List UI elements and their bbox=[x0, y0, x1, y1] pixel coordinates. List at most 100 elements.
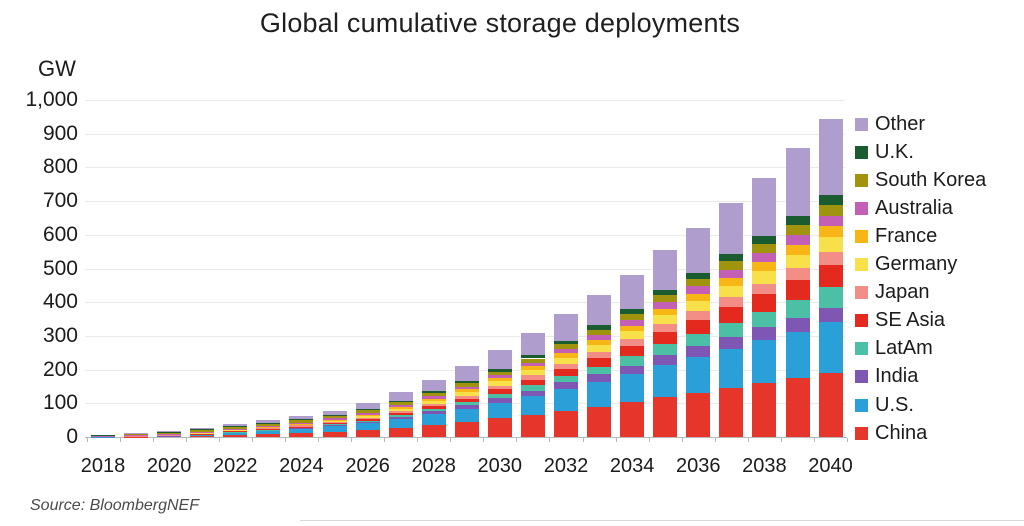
legend-item-germany: Germany bbox=[855, 253, 957, 277]
legend-label: U.S. bbox=[875, 393, 914, 416]
gridline-300 bbox=[85, 335, 845, 337]
segment-u-s bbox=[620, 373, 645, 403]
legend-swatch bbox=[855, 426, 868, 440]
segment-u-s bbox=[520, 395, 545, 415]
legend-swatch bbox=[855, 229, 868, 243]
segment-france bbox=[520, 366, 545, 370]
segment-australia bbox=[190, 431, 215, 433]
segment-china bbox=[289, 432, 314, 437]
gridline-700 bbox=[85, 201, 845, 203]
segment-germany bbox=[454, 391, 479, 396]
segment-se-asia bbox=[785, 279, 810, 300]
segment-se-asia bbox=[554, 368, 578, 376]
legend-item-france: France bbox=[855, 224, 937, 248]
legend-item-australia: Australia bbox=[855, 196, 953, 220]
x-axis-tick bbox=[119, 438, 121, 442]
x-axis-tick bbox=[681, 438, 683, 442]
segment-se-asia bbox=[322, 423, 347, 425]
bar-2031 bbox=[520, 332, 545, 437]
segment-south-korea bbox=[91, 434, 115, 436]
segment-u-k bbox=[785, 216, 810, 225]
legend-label: China bbox=[875, 421, 928, 444]
segment-india bbox=[256, 429, 281, 431]
x-tick-label-2030: 2030 bbox=[477, 455, 523, 477]
legend-swatch bbox=[855, 117, 868, 131]
segment-other bbox=[785, 147, 810, 217]
segment-other bbox=[355, 403, 380, 409]
bar-2028 bbox=[421, 379, 446, 437]
segment-u-k bbox=[719, 254, 744, 262]
segment-latam bbox=[818, 287, 843, 309]
segment-germany bbox=[818, 237, 843, 252]
segment-latam bbox=[520, 385, 545, 391]
segment-australia bbox=[388, 405, 413, 408]
segment-latam bbox=[620, 356, 645, 366]
segment-india bbox=[322, 425, 347, 427]
segment-latam bbox=[752, 311, 777, 328]
y-tick-label-300: 300 bbox=[42, 323, 78, 347]
segment-france bbox=[719, 277, 744, 287]
segment-other bbox=[719, 202, 744, 255]
bar-2019 bbox=[124, 432, 149, 437]
x-axis-tick bbox=[318, 438, 319, 442]
segment-japan bbox=[388, 411, 413, 414]
segment-france bbox=[587, 339, 611, 345]
x-axis-tick bbox=[615, 438, 617, 442]
y-tick-label-100: 100 bbox=[42, 391, 78, 415]
x-axis-tick bbox=[483, 438, 485, 442]
segment-japan bbox=[421, 403, 446, 407]
legend-label: LatAm bbox=[875, 337, 933, 360]
segment-australia bbox=[322, 418, 347, 420]
segment-france bbox=[289, 423, 314, 425]
segment-other bbox=[223, 423, 248, 427]
x-axis-tick bbox=[185, 438, 187, 442]
x-tick-label-2026: 2026 bbox=[345, 455, 390, 477]
segment-france bbox=[554, 353, 578, 358]
segment-china bbox=[653, 397, 678, 437]
segment-france bbox=[785, 244, 810, 255]
segment-india bbox=[653, 355, 678, 365]
legend-swatch bbox=[855, 342, 868, 356]
segment-u-s bbox=[818, 322, 843, 373]
legend-label: South Korea bbox=[875, 168, 987, 191]
x-axis-tick bbox=[648, 438, 650, 442]
legend-item-india: India bbox=[855, 365, 918, 389]
x-tick-label-2022: 2022 bbox=[213, 455, 258, 477]
segment-australia bbox=[421, 396, 446, 399]
segment-south-korea bbox=[289, 420, 314, 423]
segment-latam bbox=[289, 427, 314, 428]
segment-u-k bbox=[653, 289, 678, 296]
legend-swatch bbox=[855, 145, 868, 159]
bar-2036 bbox=[686, 228, 711, 437]
segment-other bbox=[653, 249, 678, 290]
segment-germany bbox=[686, 301, 711, 312]
bar-2026 bbox=[355, 403, 380, 437]
y-tick-label-0: 0 bbox=[66, 425, 78, 448]
segment-u-s bbox=[355, 423, 380, 430]
segment-other bbox=[620, 275, 645, 310]
segment-france bbox=[620, 325, 645, 332]
segment-india bbox=[785, 318, 810, 332]
segment-australia bbox=[818, 215, 843, 227]
segment-china bbox=[388, 427, 413, 437]
segment-germany bbox=[355, 415, 380, 418]
x-axis-tick bbox=[351, 438, 352, 442]
segment-u-s bbox=[157, 435, 182, 437]
segment-germany bbox=[388, 408, 413, 412]
segment-australia bbox=[620, 319, 645, 326]
segment-china bbox=[520, 414, 545, 437]
segment-japan bbox=[289, 425, 314, 427]
legend-label: SE Asia bbox=[875, 309, 946, 332]
bar-2024 bbox=[289, 416, 314, 437]
segment-latam bbox=[719, 322, 744, 337]
segment-latam bbox=[587, 366, 611, 375]
legend-item-u-s: U.S. bbox=[855, 393, 914, 417]
segment-japan bbox=[686, 311, 711, 321]
x-axis-tick bbox=[814, 438, 815, 442]
segment-india bbox=[487, 398, 512, 403]
segment-u-k bbox=[686, 272, 711, 280]
y-tick-label-200: 200 bbox=[42, 357, 78, 381]
segment-china bbox=[322, 431, 347, 437]
segment-china bbox=[454, 421, 479, 437]
